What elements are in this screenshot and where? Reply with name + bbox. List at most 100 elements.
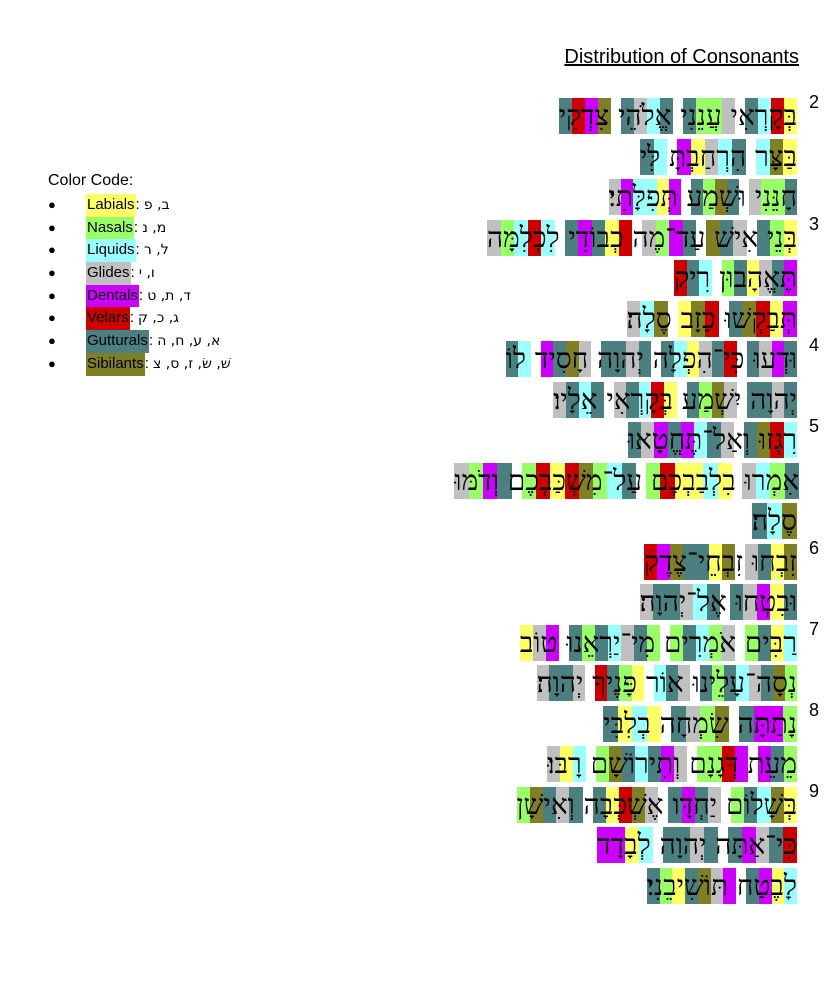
hebrew-verse-text: יְהוָה יִשְׁמַע בְּקָרְאִי אֵלָיו׃ [553, 382, 797, 416]
consonant-block [573, 665, 586, 701]
legend-letters: מ, נ [142, 219, 167, 236]
consonant-block [743, 422, 758, 458]
consonant-block [468, 462, 484, 499]
consonant-block [660, 746, 674, 782]
consonant-block [721, 98, 735, 134]
consonant-block [744, 786, 758, 823]
verse-line: נְסָה־עָלֵינוּ אוֹר פָּנֶיךָ יְהוָה׃ [536, 665, 797, 703]
consonant-block [745, 543, 758, 580]
consonant-block [605, 786, 619, 823]
consonant-color-blocks [646, 867, 797, 906]
consonant-block [605, 219, 619, 256]
consonant-block [608, 179, 621, 215]
legend-category-name: Labials [86, 194, 136, 217]
consonant-block [483, 462, 498, 499]
consonant-block [784, 624, 797, 661]
hebrew-verse-text: זִבְחוּ זִבְחֵי־צֶדֶק [644, 544, 797, 578]
consonant-block [784, 543, 797, 580]
consonant-block [607, 665, 620, 701]
consonant-color-blocks [644, 543, 797, 582]
hebrew-verse-text: חָנֵּנִי וּשְׁמַע תְּפִלָּתִי׃ [608, 180, 797, 213]
consonant-block [645, 786, 659, 823]
legend-colon: : [135, 196, 144, 213]
consonant-block [674, 462, 689, 499]
color-code-legend: Color Code: ● Labials: ב, פ ● Nasals: מ, נ ●… [48, 172, 231, 376]
legend-entry: Liquids: ל, ר [86, 239, 169, 263]
consonant-block [772, 179, 785, 215]
consonant-block [695, 98, 709, 134]
hebrew-verse-text: לָבֶטַח תּוֹשִׁיבֵנִי׃ [646, 868, 797, 902]
bullet-icon: ● [48, 310, 56, 326]
consonant-block [714, 179, 727, 215]
consonant-block [560, 665, 573, 701]
consonant-block [673, 746, 687, 782]
consonant-block [663, 381, 677, 418]
consonant-block [611, 827, 625, 863]
verse-line: 7 רַבִּים אֹמְרִים מִי־יַרְאֵנוּ טוֹב [519, 619, 819, 663]
verse-line: 9 בְּשָׁלוֹם יַחְדָּו אֶשְׁכְּבָה וְאִישָ… [516, 781, 819, 825]
consonant-color-blocks [608, 179, 797, 217]
consonant-block [665, 665, 678, 701]
verse-line: 2 בְּקָרְאִי עֲנֵנִי אֱלֹהֵי צִדְקִי [558, 92, 819, 136]
consonant-block [596, 746, 610, 782]
consonant-block [783, 584, 797, 620]
consonant-block [646, 462, 661, 499]
verse-line: תֶּאֱהָבוּן רִיק [674, 260, 797, 298]
consonant-block [727, 827, 742, 863]
consonant-color-blocks [639, 138, 797, 177]
consonant-color-blocks [603, 705, 797, 744]
consonant-block [771, 341, 785, 377]
hebrew-verse-text: תֶּאֱהָבוּן רִיק [674, 261, 797, 294]
consonant-block [674, 260, 687, 296]
consonant-block [569, 624, 582, 661]
consonant-block [708, 98, 722, 134]
bullet-icon: ● [48, 265, 56, 281]
consonant-block [699, 341, 712, 377]
consonant-block [677, 300, 692, 337]
consonant-block [573, 746, 587, 782]
consonant-block [592, 786, 606, 823]
bullet-icon: ● [48, 333, 56, 349]
hebrew-verse-text: כִּי־אַתָּה יְהוָה לְבָדָד [597, 828, 797, 861]
legend-item-labials: ● Labials: ב, פ [48, 194, 170, 217]
page-title: Distribution of Consonants [564, 46, 799, 68]
consonant-block [677, 665, 690, 701]
consonant-block [621, 462, 637, 499]
consonant-block [771, 624, 784, 661]
consonant-block [640, 300, 654, 337]
consonant-block [784, 381, 797, 418]
verse-line: בַּצָּר הִרְחַבְתָּ לִּי [639, 138, 797, 177]
consonant-block [536, 665, 549, 701]
consonant-block [751, 503, 767, 539]
consonant-block [694, 422, 708, 458]
consonant-block [704, 300, 719, 337]
verse-line: חָנֵּנִי וּשְׁמַע תְּפִלָּתִי׃ [608, 179, 797, 217]
consonant-block [619, 665, 632, 701]
consonant-block [718, 138, 733, 175]
verse-line: וּבִטְחוּ אֶל־יְהוָה׃ [639, 584, 797, 622]
consonant-color-blocks [626, 300, 797, 339]
consonant-block [638, 827, 653, 863]
consonant-block [655, 219, 670, 256]
consonant-block [693, 584, 707, 620]
consonant-block [673, 341, 687, 377]
consonant-block [784, 341, 797, 377]
consonant-color-blocks [547, 746, 797, 784]
consonant-block [639, 138, 654, 175]
legend-entry: Velars: ג, כ, ק [86, 307, 179, 331]
consonant-color-blocks [627, 422, 797, 460]
consonant-block [597, 827, 612, 863]
consonant-block [746, 867, 759, 904]
consonant-block [691, 138, 705, 175]
consonant-block [638, 381, 652, 418]
consonant-block [632, 179, 645, 215]
consonant-block [696, 543, 709, 580]
consonant-color-blocks [519, 624, 797, 663]
consonant-block [711, 381, 725, 418]
verse-number: 7 [808, 618, 819, 639]
consonant-block [671, 705, 686, 742]
legend-letters: ב, פ [143, 197, 170, 213]
legend-letters: שׁ, שׂ, ז, ס, צ [153, 355, 231, 372]
consonant-block [659, 867, 673, 904]
legend-item-sibilants: ● Sibilants: שׁ, שׂ, ז, ס, צ [48, 352, 231, 376]
